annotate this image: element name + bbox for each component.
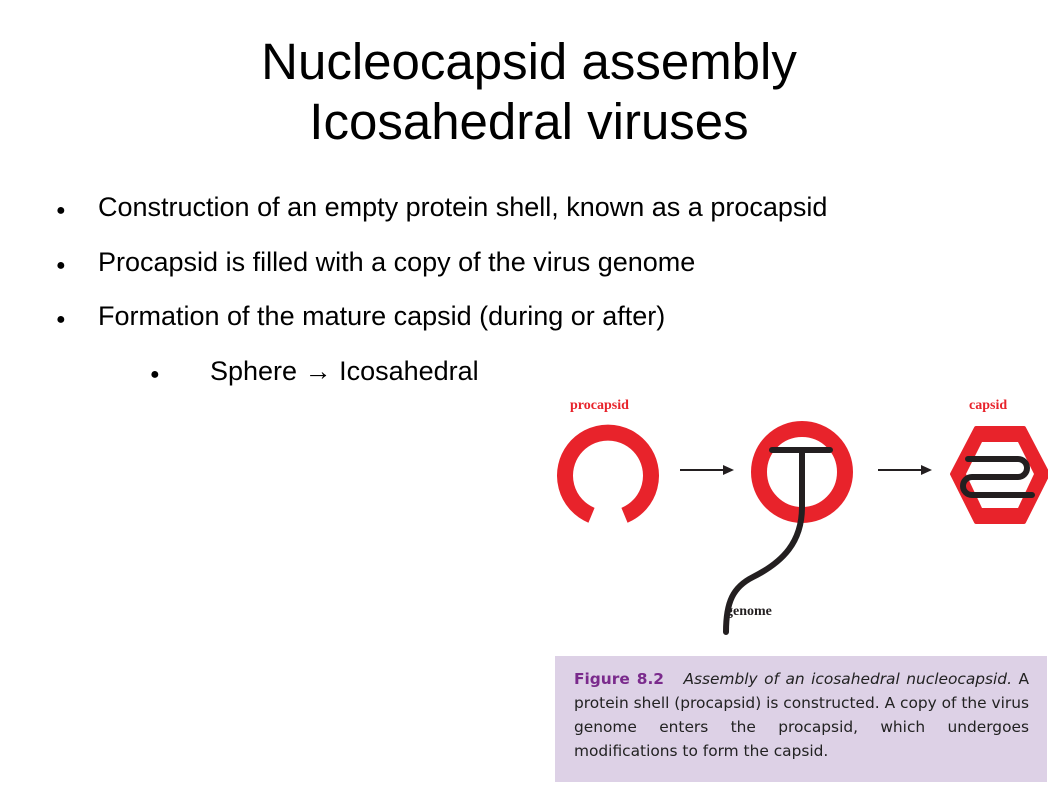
arrow-right-icon: [878, 465, 932, 475]
sub-bullet-text: Sphere → Icosahedral: [210, 356, 479, 386]
bullet-dot-icon: ●: [56, 202, 66, 219]
genome-label: genome: [726, 604, 772, 619]
assembly-figure: procapsid capsid genome: [548, 392, 1050, 642]
packaged-genome: [960, 456, 1035, 498]
procapsid-shell: [557, 424, 659, 523]
caption-body: A protein shell (procapsid) is construct…: [574, 670, 1029, 760]
arrow-right-icon: [680, 465, 734, 475]
bullet-text: Formation of the mature capsid (during o…: [98, 301, 666, 331]
title-line-1: Nucleocapsid assembly: [261, 33, 797, 90]
bullet-dot-icon: ●: [150, 366, 160, 383]
figure-caption: Figure 8.2 Assembly of an icosahedral nu…: [555, 656, 1047, 782]
slide-title: Nucleocapsid assembly Icosahedral viruse…: [0, 32, 1058, 152]
bullet-text: Procapsid is filled with a copy of the v…: [98, 247, 696, 277]
bullet-dot-icon: ●: [56, 311, 66, 328]
genome-strand: [723, 447, 833, 635]
procapsid-label: procapsid: [570, 398, 629, 413]
title-line-2: Icosahedral viruses: [309, 93, 749, 150]
caption-number: Figure 8.2: [574, 670, 665, 688]
capsid-label: capsid: [969, 398, 1007, 413]
caption-title: Assembly of an icosahedral nucleocapsid.: [683, 670, 1012, 688]
assembly-diagram: procapsid capsid genome: [557, 398, 1050, 635]
bullet-dot-icon: ●: [56, 257, 66, 274]
bullet-text: Construction of an empty protein shell, …: [98, 192, 828, 222]
